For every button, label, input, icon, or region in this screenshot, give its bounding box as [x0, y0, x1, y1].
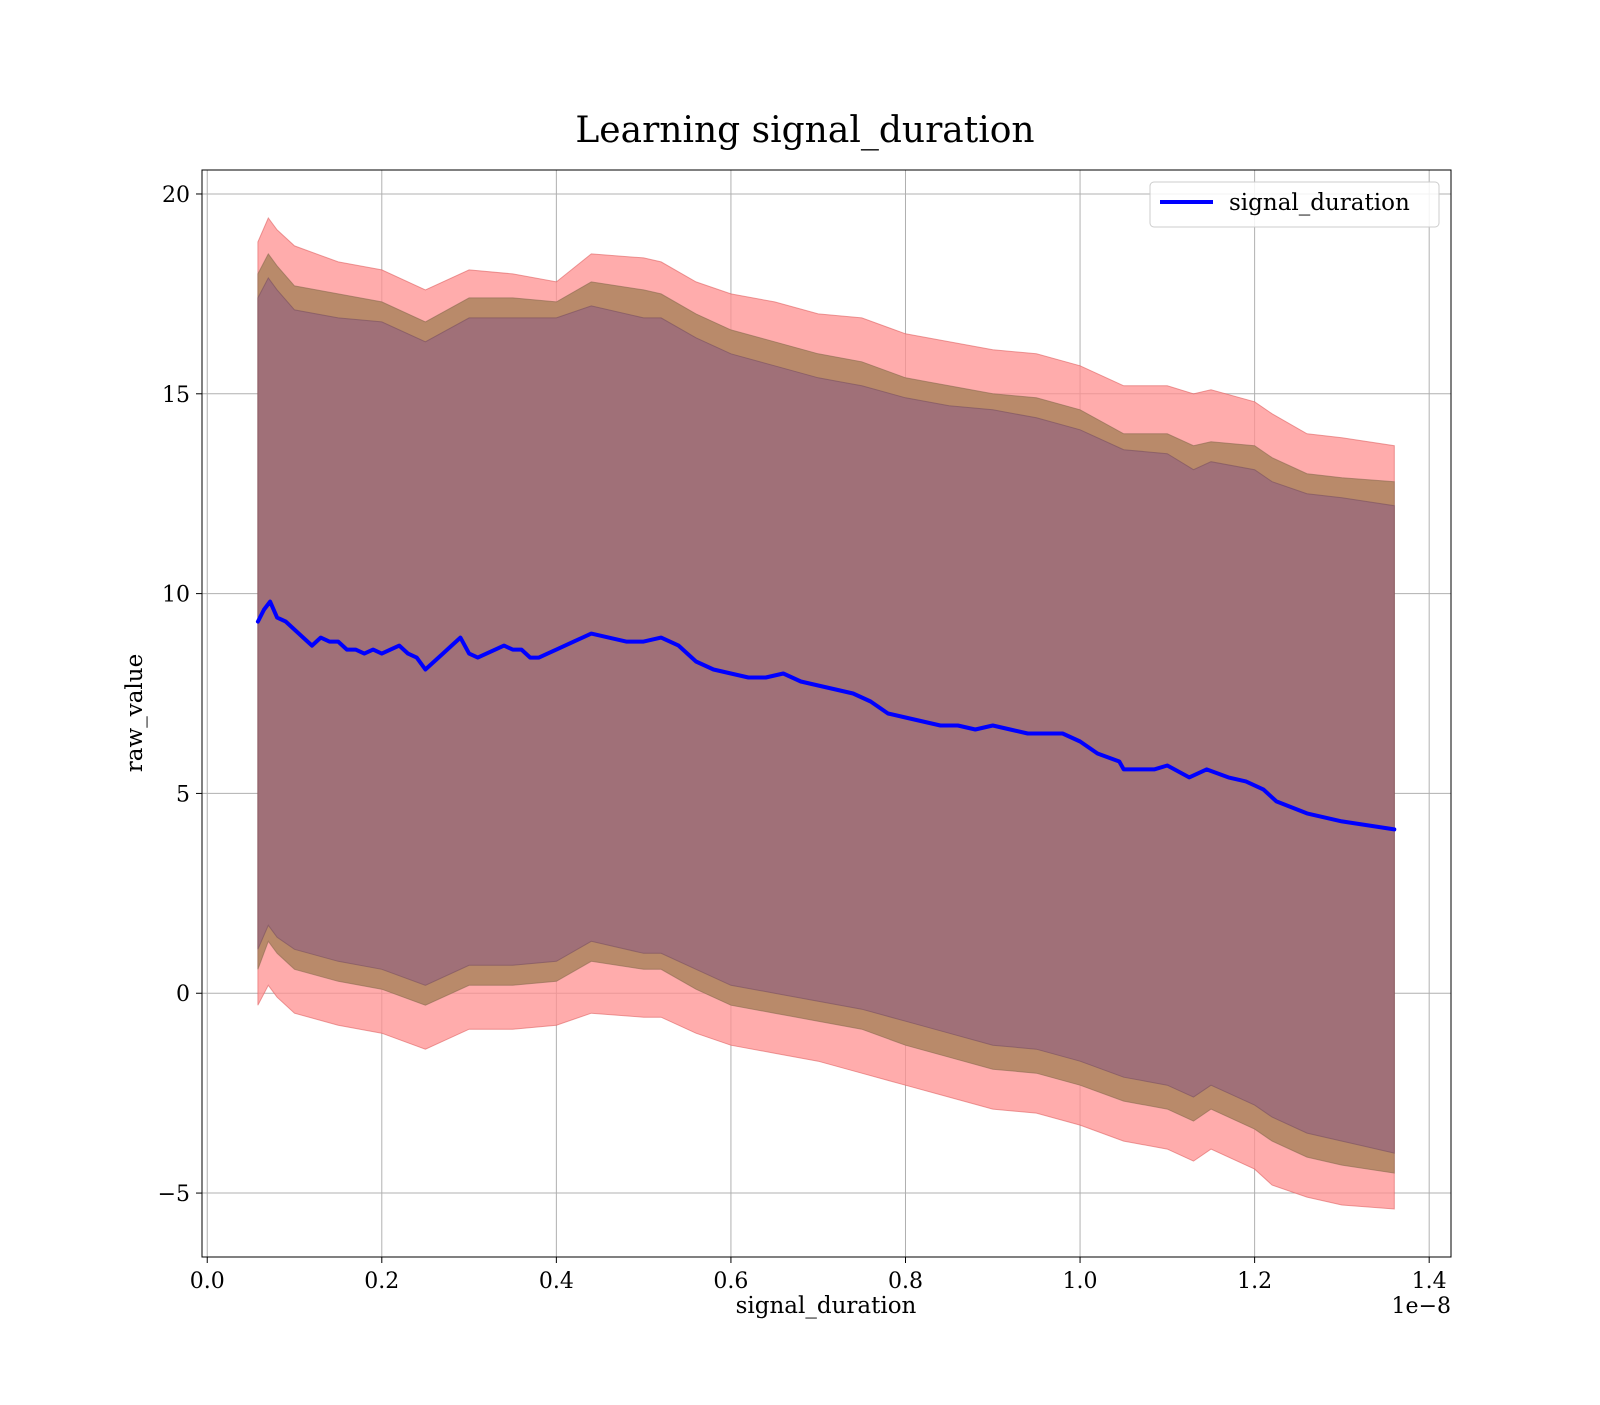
- x-tick-label: 0.8: [888, 1269, 923, 1294]
- chart-title: Learning signal_duration: [575, 110, 1034, 151]
- x-tick-label: 1.2: [1237, 1269, 1272, 1294]
- x-tick-label: 0.2: [364, 1269, 399, 1294]
- x-tick-label: 0.6: [713, 1269, 748, 1294]
- x-axis-label: signal_duration: [736, 1293, 917, 1319]
- y-tick-label: 10: [162, 583, 190, 608]
- legend-label: signal_duration: [1229, 190, 1410, 216]
- y-tick-label: 5: [176, 782, 190, 807]
- y-tick-label: −5: [158, 1182, 190, 1207]
- x-tick-label: 0.4: [539, 1269, 574, 1294]
- legend: signal_duration: [1149, 181, 1440, 228]
- x-axis-ticks: 0.0 0.2 0.4 0.6 0.8 1.0 1.2 1.4: [190, 1257, 1447, 1294]
- y-axis-label: raw_value: [122, 654, 148, 772]
- line-layer: [255, 599, 1397, 832]
- x-tick-label: 0.0: [190, 1269, 225, 1294]
- y-axis-ticks: −5 0 5 10 15 20: [158, 183, 202, 1207]
- y-tick-label: 0: [176, 982, 190, 1007]
- band-layer: [257, 217, 1395, 1210]
- series-line-signal-duration: [255, 599, 1397, 832]
- y-tick-label: 15: [162, 383, 190, 408]
- x-tick-label: 1.4: [1412, 1269, 1447, 1294]
- band-inner: [257, 276, 1395, 1154]
- y-tick-label: 20: [162, 183, 190, 208]
- x-axis-offset-label: 1e−8: [1392, 1294, 1451, 1319]
- legend-box: [1149, 181, 1440, 228]
- x-tick-label: 1.0: [1063, 1269, 1098, 1294]
- plot-area-frame: [201, 169, 1452, 1258]
